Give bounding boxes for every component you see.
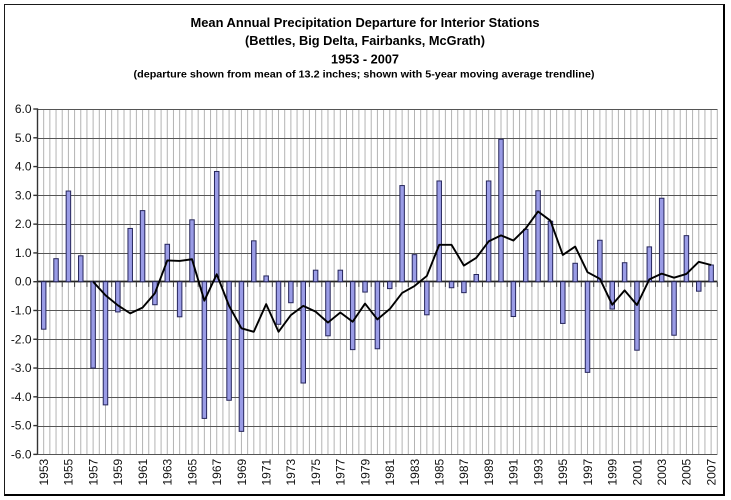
svg-text:2007: 2007 [704, 458, 718, 485]
svg-text:1961: 1961 [136, 458, 150, 485]
svg-text:1987: 1987 [457, 458, 471, 485]
svg-text:1991: 1991 [507, 458, 521, 485]
svg-text:1977: 1977 [334, 458, 348, 485]
svg-text:1971: 1971 [259, 458, 273, 485]
svg-text:1995: 1995 [556, 458, 570, 485]
svg-text:1969: 1969 [235, 458, 249, 485]
svg-text:-1.0: -1.0 [11, 304, 32, 318]
svg-text:1985: 1985 [433, 458, 447, 485]
svg-text:1953 - 2007: 1953 - 2007 [331, 52, 399, 67]
svg-text:(departure shown from mean of: (departure shown from mean of 13.2 inche… [134, 70, 595, 81]
svg-text:Mean Annual Precipitation Depa: Mean Annual Precipitation Departure for … [191, 15, 540, 30]
svg-text:1965: 1965 [185, 458, 199, 485]
svg-text:1997: 1997 [581, 458, 595, 485]
svg-text:2003: 2003 [655, 458, 669, 485]
svg-text:2001: 2001 [630, 458, 644, 485]
svg-text:1993: 1993 [531, 458, 545, 485]
svg-text:5.0: 5.0 [15, 131, 32, 145]
svg-text:6.0: 6.0 [15, 102, 32, 116]
svg-text:-5.0: -5.0 [11, 419, 32, 433]
svg-text:-3.0: -3.0 [11, 361, 32, 375]
svg-text:(Bettles, Big Delta, Fairbanks: (Bettles, Big Delta, Fairbanks, McGrath) [245, 33, 485, 48]
svg-text:1981: 1981 [383, 458, 397, 485]
svg-text:1979: 1979 [358, 458, 372, 485]
svg-text:1955: 1955 [62, 458, 76, 485]
svg-text:-2.0: -2.0 [11, 332, 32, 346]
svg-text:-6.0: -6.0 [11, 447, 32, 461]
svg-text:1957: 1957 [86, 458, 100, 485]
svg-text:1959: 1959 [111, 458, 125, 485]
svg-text:1973: 1973 [284, 458, 298, 485]
svg-text:1989: 1989 [482, 458, 496, 485]
svg-text:4.0: 4.0 [15, 160, 32, 174]
svg-text:-4.0: -4.0 [11, 390, 32, 404]
svg-text:1953: 1953 [37, 458, 51, 485]
svg-text:2.0: 2.0 [15, 217, 32, 231]
svg-text:1.0: 1.0 [15, 246, 32, 260]
svg-text:1963: 1963 [161, 458, 175, 485]
svg-text:0.0: 0.0 [15, 275, 32, 289]
svg-text:1999: 1999 [606, 458, 620, 485]
svg-text:3.0: 3.0 [15, 188, 32, 202]
svg-text:1967: 1967 [210, 458, 224, 485]
svg-text:2005: 2005 [680, 458, 694, 485]
svg-text:1975: 1975 [309, 458, 323, 485]
svg-text:1983: 1983 [408, 458, 422, 485]
